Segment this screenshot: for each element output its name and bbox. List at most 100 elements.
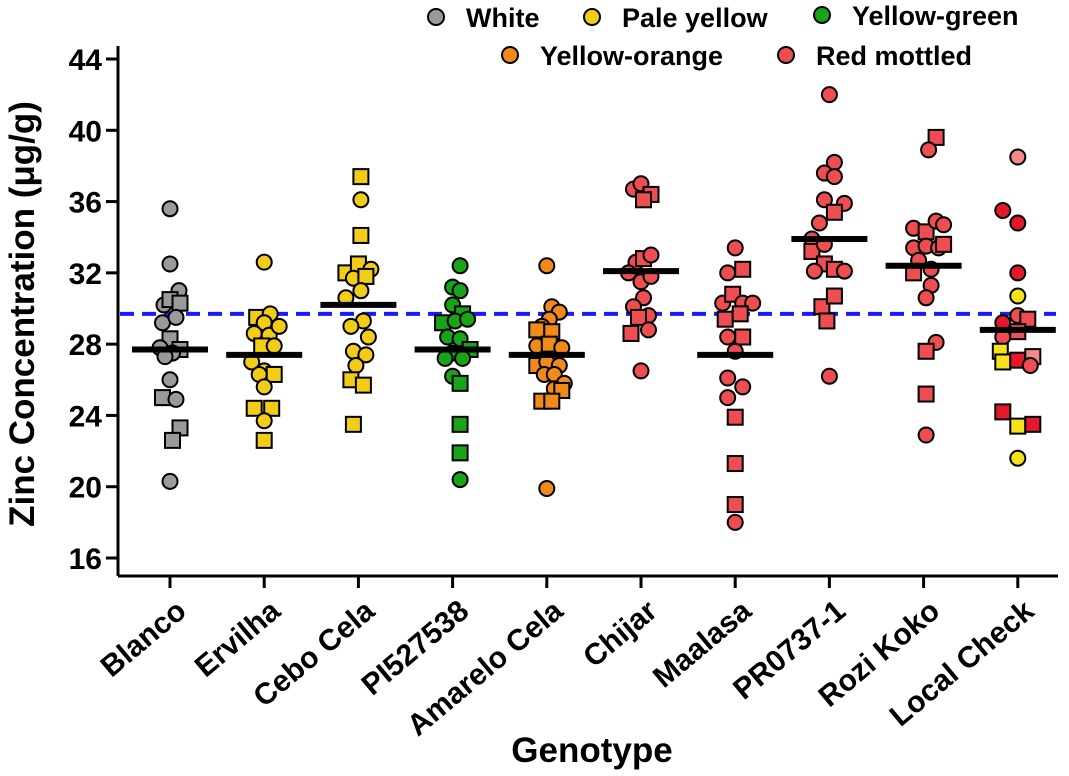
data-point [1021, 357, 1039, 375]
data-point [1019, 310, 1037, 328]
y-tick-label: 16 [69, 543, 102, 576]
data-point [245, 399, 263, 417]
data-point [994, 353, 1012, 371]
data-point [1024, 415, 1042, 433]
data-point [167, 308, 185, 326]
data-point [1009, 287, 1027, 305]
data-point [1009, 264, 1027, 282]
data-point [917, 426, 935, 444]
data-point [352, 282, 370, 300]
y-tick-label: 32 [69, 258, 102, 291]
x-tick-label: Blanco [95, 594, 193, 684]
data-point [161, 371, 179, 389]
x-tick-label: Chijar [577, 594, 664, 674]
data-point [270, 317, 288, 335]
data-point [255, 378, 273, 396]
data-point [734, 378, 752, 396]
series-local-check [991, 148, 1042, 467]
data-point [171, 294, 189, 312]
data-point [825, 287, 843, 305]
data-points-layer [151, 86, 1042, 531]
legend-label: Yellow-orange [540, 41, 723, 71]
data-point [810, 214, 828, 232]
x-axis-title: Genotype [511, 731, 672, 770]
data-point [635, 191, 652, 209]
data-point [255, 412, 273, 430]
legend-label: Yellow-green [852, 1, 1019, 31]
data-point [538, 479, 556, 497]
data-point [731, 305, 749, 323]
data-point [354, 376, 372, 394]
data-point [255, 431, 273, 449]
data-point [451, 282, 469, 300]
data-point [1009, 214, 1027, 232]
data-point [352, 191, 370, 209]
y-axis: 16 20 24 28 32 36 40 44 [69, 44, 120, 576]
series-chijar [620, 175, 660, 380]
data-point [920, 141, 938, 159]
data-point [818, 312, 836, 330]
data-point [734, 260, 752, 278]
series-rozi-koko [905, 128, 953, 444]
data-point [726, 496, 744, 514]
data-point [451, 374, 469, 392]
data-point [835, 262, 853, 280]
y-tick-label: 36 [69, 187, 102, 220]
data-point [640, 321, 657, 339]
data-point [630, 308, 647, 326]
data-point [451, 415, 469, 433]
y-tick-label: 40 [69, 115, 102, 148]
data-point [263, 399, 281, 417]
data-point [927, 128, 945, 146]
series-pi527538 [434, 257, 479, 489]
data-point [164, 431, 181, 449]
data-point [1009, 417, 1027, 435]
data-point [935, 216, 953, 234]
series-cebo-cela [337, 168, 380, 433]
data-point [917, 342, 935, 360]
data-point [459, 310, 477, 328]
series-pr0737-1 [803, 86, 853, 385]
data-point [935, 235, 953, 253]
data-point [820, 367, 838, 385]
legend-label: White [466, 3, 540, 33]
data-point [734, 328, 752, 346]
data-point [917, 385, 935, 403]
data-point [815, 191, 833, 209]
y-tick-label: 28 [69, 329, 102, 362]
data-point [917, 289, 935, 307]
data-point [167, 390, 185, 408]
legend-item: White [427, 3, 540, 33]
data-point [255, 253, 273, 271]
data-point [436, 349, 454, 367]
legend-marker [501, 46, 519, 64]
legend: White Pale yellow Yellow-green Yellow-orang… [427, 1, 1019, 71]
data-point [719, 264, 737, 282]
data-point [357, 267, 375, 285]
legend-marker [427, 8, 445, 26]
data-point [359, 328, 377, 346]
series-maalasa [714, 239, 762, 531]
legend-item: Yellow-green [813, 1, 1019, 31]
data-point [347, 357, 365, 375]
data-point [451, 257, 469, 275]
series-ervilha [243, 253, 288, 449]
legend-marker [777, 46, 795, 64]
data-point [454, 349, 472, 367]
data-point [825, 203, 843, 221]
data-point [719, 389, 737, 407]
data-point [528, 321, 546, 339]
data-point [726, 513, 744, 531]
legend-marker [813, 6, 831, 24]
y-tick-label: 20 [69, 472, 102, 505]
series-blanco [151, 200, 189, 490]
data-point [265, 337, 283, 355]
data-point [726, 455, 744, 473]
data-point [161, 255, 179, 273]
data-point [632, 362, 650, 380]
data-point [719, 328, 737, 346]
legend-label: Red mottled [816, 41, 972, 71]
data-point [805, 262, 823, 280]
data-point [994, 201, 1012, 219]
data-point [726, 239, 744, 257]
